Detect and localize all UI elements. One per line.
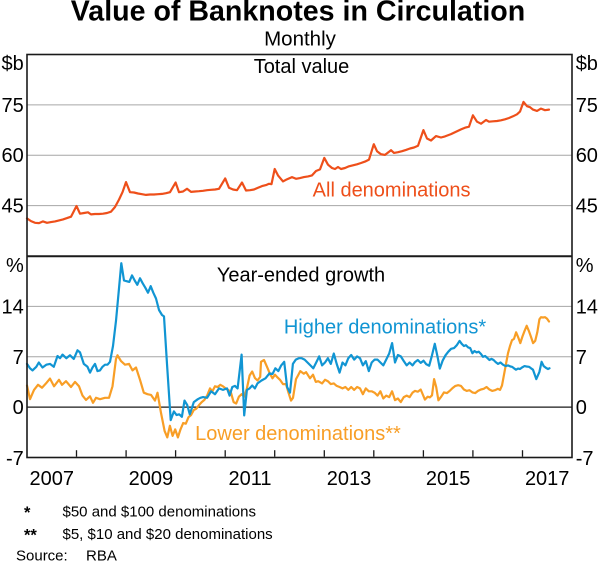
svg-text:**: ** (24, 527, 37, 545)
svg-text:*: * (24, 504, 31, 522)
svg-text:75: 75 (2, 95, 24, 117)
svg-text:2009: 2009 (129, 468, 174, 490)
svg-text:Higher denominations*: Higher denominations* (284, 317, 487, 339)
svg-text:-7: -7 (576, 448, 594, 470)
svg-text:$b: $b (576, 53, 598, 75)
svg-text:75: 75 (576, 95, 598, 117)
svg-text:$5, $10 and $20 denominations: $5, $10 and $20 denominations (63, 526, 273, 543)
svg-text:$b: $b (2, 53, 24, 75)
svg-text:Year-ended growth: Year-ended growth (217, 265, 385, 287)
svg-text:2017: 2017 (525, 468, 570, 490)
svg-text:7: 7 (576, 347, 587, 369)
svg-text:Monthly: Monthly (264, 28, 337, 51)
svg-text:$50 and $100 denominations: $50 and $100 denominations (63, 504, 257, 521)
svg-text:0: 0 (576, 397, 587, 419)
svg-text:45: 45 (2, 196, 24, 218)
svg-text:%: % (6, 255, 24, 277)
svg-text:Source:: Source: (16, 548, 68, 565)
svg-text:%: % (576, 255, 594, 277)
svg-text:RBA: RBA (86, 548, 117, 565)
svg-text:Lower denominations**: Lower denominations** (195, 423, 401, 445)
svg-text:All denominations: All denominations (313, 179, 471, 201)
svg-text:60: 60 (2, 145, 24, 167)
svg-text:60: 60 (576, 145, 598, 167)
svg-text:45: 45 (576, 196, 598, 218)
svg-text:2011: 2011 (228, 468, 271, 490)
svg-text:2007: 2007 (30, 468, 75, 490)
svg-text:14: 14 (2, 296, 24, 318)
svg-text:Total value: Total value (254, 56, 350, 78)
svg-text:Value of Banknotes in Circulat: Value of Banknotes in Circulation (71, 0, 525, 28)
svg-text:0: 0 (13, 397, 24, 419)
svg-text:14: 14 (576, 296, 598, 318)
svg-text:2013: 2013 (327, 468, 372, 490)
svg-text:7: 7 (13, 347, 24, 369)
svg-text:2015: 2015 (426, 468, 471, 490)
svg-text:-7: -7 (6, 448, 24, 470)
